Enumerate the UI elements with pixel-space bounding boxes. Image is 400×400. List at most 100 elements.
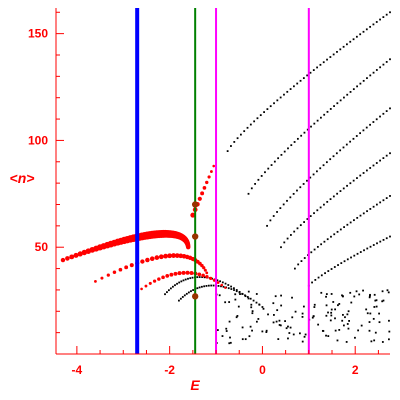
black-point: [359, 132, 361, 135]
red-point: [144, 284, 148, 288]
black-point: [379, 115, 381, 118]
red-point: [190, 212, 196, 218]
black-point: [263, 111, 265, 114]
black-point: [388, 330, 391, 333]
black-point: [385, 197, 388, 199]
black-point: [282, 203, 285, 206]
black-point: [234, 293, 237, 296]
black-point: [241, 338, 244, 341]
black-point: [224, 301, 227, 304]
black-point: [356, 85, 358, 88]
black-point: [343, 226, 345, 228]
black-point: [349, 91, 352, 93]
black-point: [228, 301, 231, 303]
black-point: [178, 281, 181, 284]
black-point: [362, 212, 365, 215]
black-point: [338, 303, 341, 305]
black-point: [168, 289, 170, 292]
black-point: [382, 238, 385, 241]
red-point: [201, 273, 205, 278]
red-point: [145, 257, 150, 263]
black-point: [172, 285, 174, 288]
black-point: [326, 110, 329, 113]
black-point: [349, 40, 352, 43]
red-point: [186, 245, 191, 250]
black-point: [316, 66, 318, 69]
black-point: [327, 335, 330, 337]
black-point: [322, 164, 325, 167]
black-point: [379, 201, 382, 204]
black-point: [368, 329, 371, 332]
black-point: [356, 177, 358, 179]
black-point: [198, 276, 201, 278]
black-point: [192, 289, 194, 291]
black-point: [346, 43, 348, 46]
red-point: [167, 253, 173, 259]
black-point: [302, 183, 305, 185]
black-point: [218, 294, 221, 297]
black-point: [235, 289, 238, 291]
black-point: [334, 329, 337, 332]
black-point: [359, 214, 362, 217]
black-point: [325, 295, 327, 298]
black-point: [355, 135, 358, 137]
black-point: [344, 316, 346, 319]
black-point: [287, 147, 289, 150]
black-point: [316, 119, 319, 122]
black-point: [283, 241, 286, 244]
black-point: [346, 93, 349, 96]
black-point: [312, 315, 315, 318]
black-point: [227, 287, 230, 290]
black-point: [169, 287, 172, 290]
red-point: [185, 270, 190, 275]
black-point: [382, 63, 385, 66]
x-tick-label: 2: [352, 363, 359, 377]
red-point: [207, 175, 211, 179]
black-point: [287, 337, 289, 340]
black-point: [306, 74, 309, 77]
black-point: [288, 332, 291, 334]
black-point: [249, 123, 252, 126]
red-point: [149, 256, 155, 262]
black-point: [352, 88, 355, 91]
black-point: [341, 295, 344, 297]
black-point: [379, 159, 381, 162]
black-point: [306, 128, 309, 131]
black-point: [261, 330, 264, 333]
black-point: [389, 11, 391, 14]
black-point: [304, 333, 307, 336]
black-point: [212, 284, 215, 287]
red-point: [65, 256, 70, 261]
black-point: [196, 287, 199, 290]
black-point: [348, 320, 350, 322]
black-point: [276, 99, 279, 102]
red-point: [152, 279, 157, 283]
dark-point: [191, 201, 199, 208]
black-point: [355, 35, 358, 38]
black-point: [224, 282, 227, 285]
black-point: [372, 205, 375, 208]
black-point: [303, 335, 306, 338]
black-point: [279, 96, 282, 99]
black-point: [324, 272, 326, 275]
black-point: [272, 321, 275, 324]
black-point: [329, 56, 332, 58]
dark-point: [191, 233, 199, 240]
black-point: [235, 290, 238, 293]
black-point: [389, 58, 391, 61]
black-point: [382, 299, 385, 302]
black-point: [385, 237, 388, 240]
black-point: [347, 327, 350, 330]
black-point: [346, 323, 349, 325]
black-point: [187, 277, 189, 280]
black-point: [347, 310, 350, 313]
red-point: [220, 283, 224, 287]
black-point: [309, 71, 312, 74]
black-point: [284, 320, 286, 322]
black-point: [294, 310, 297, 313]
black-point: [277, 338, 280, 340]
black-point: [229, 341, 232, 344]
black-point: [337, 264, 339, 266]
black-point: [356, 216, 359, 219]
black-point: [319, 167, 322, 170]
